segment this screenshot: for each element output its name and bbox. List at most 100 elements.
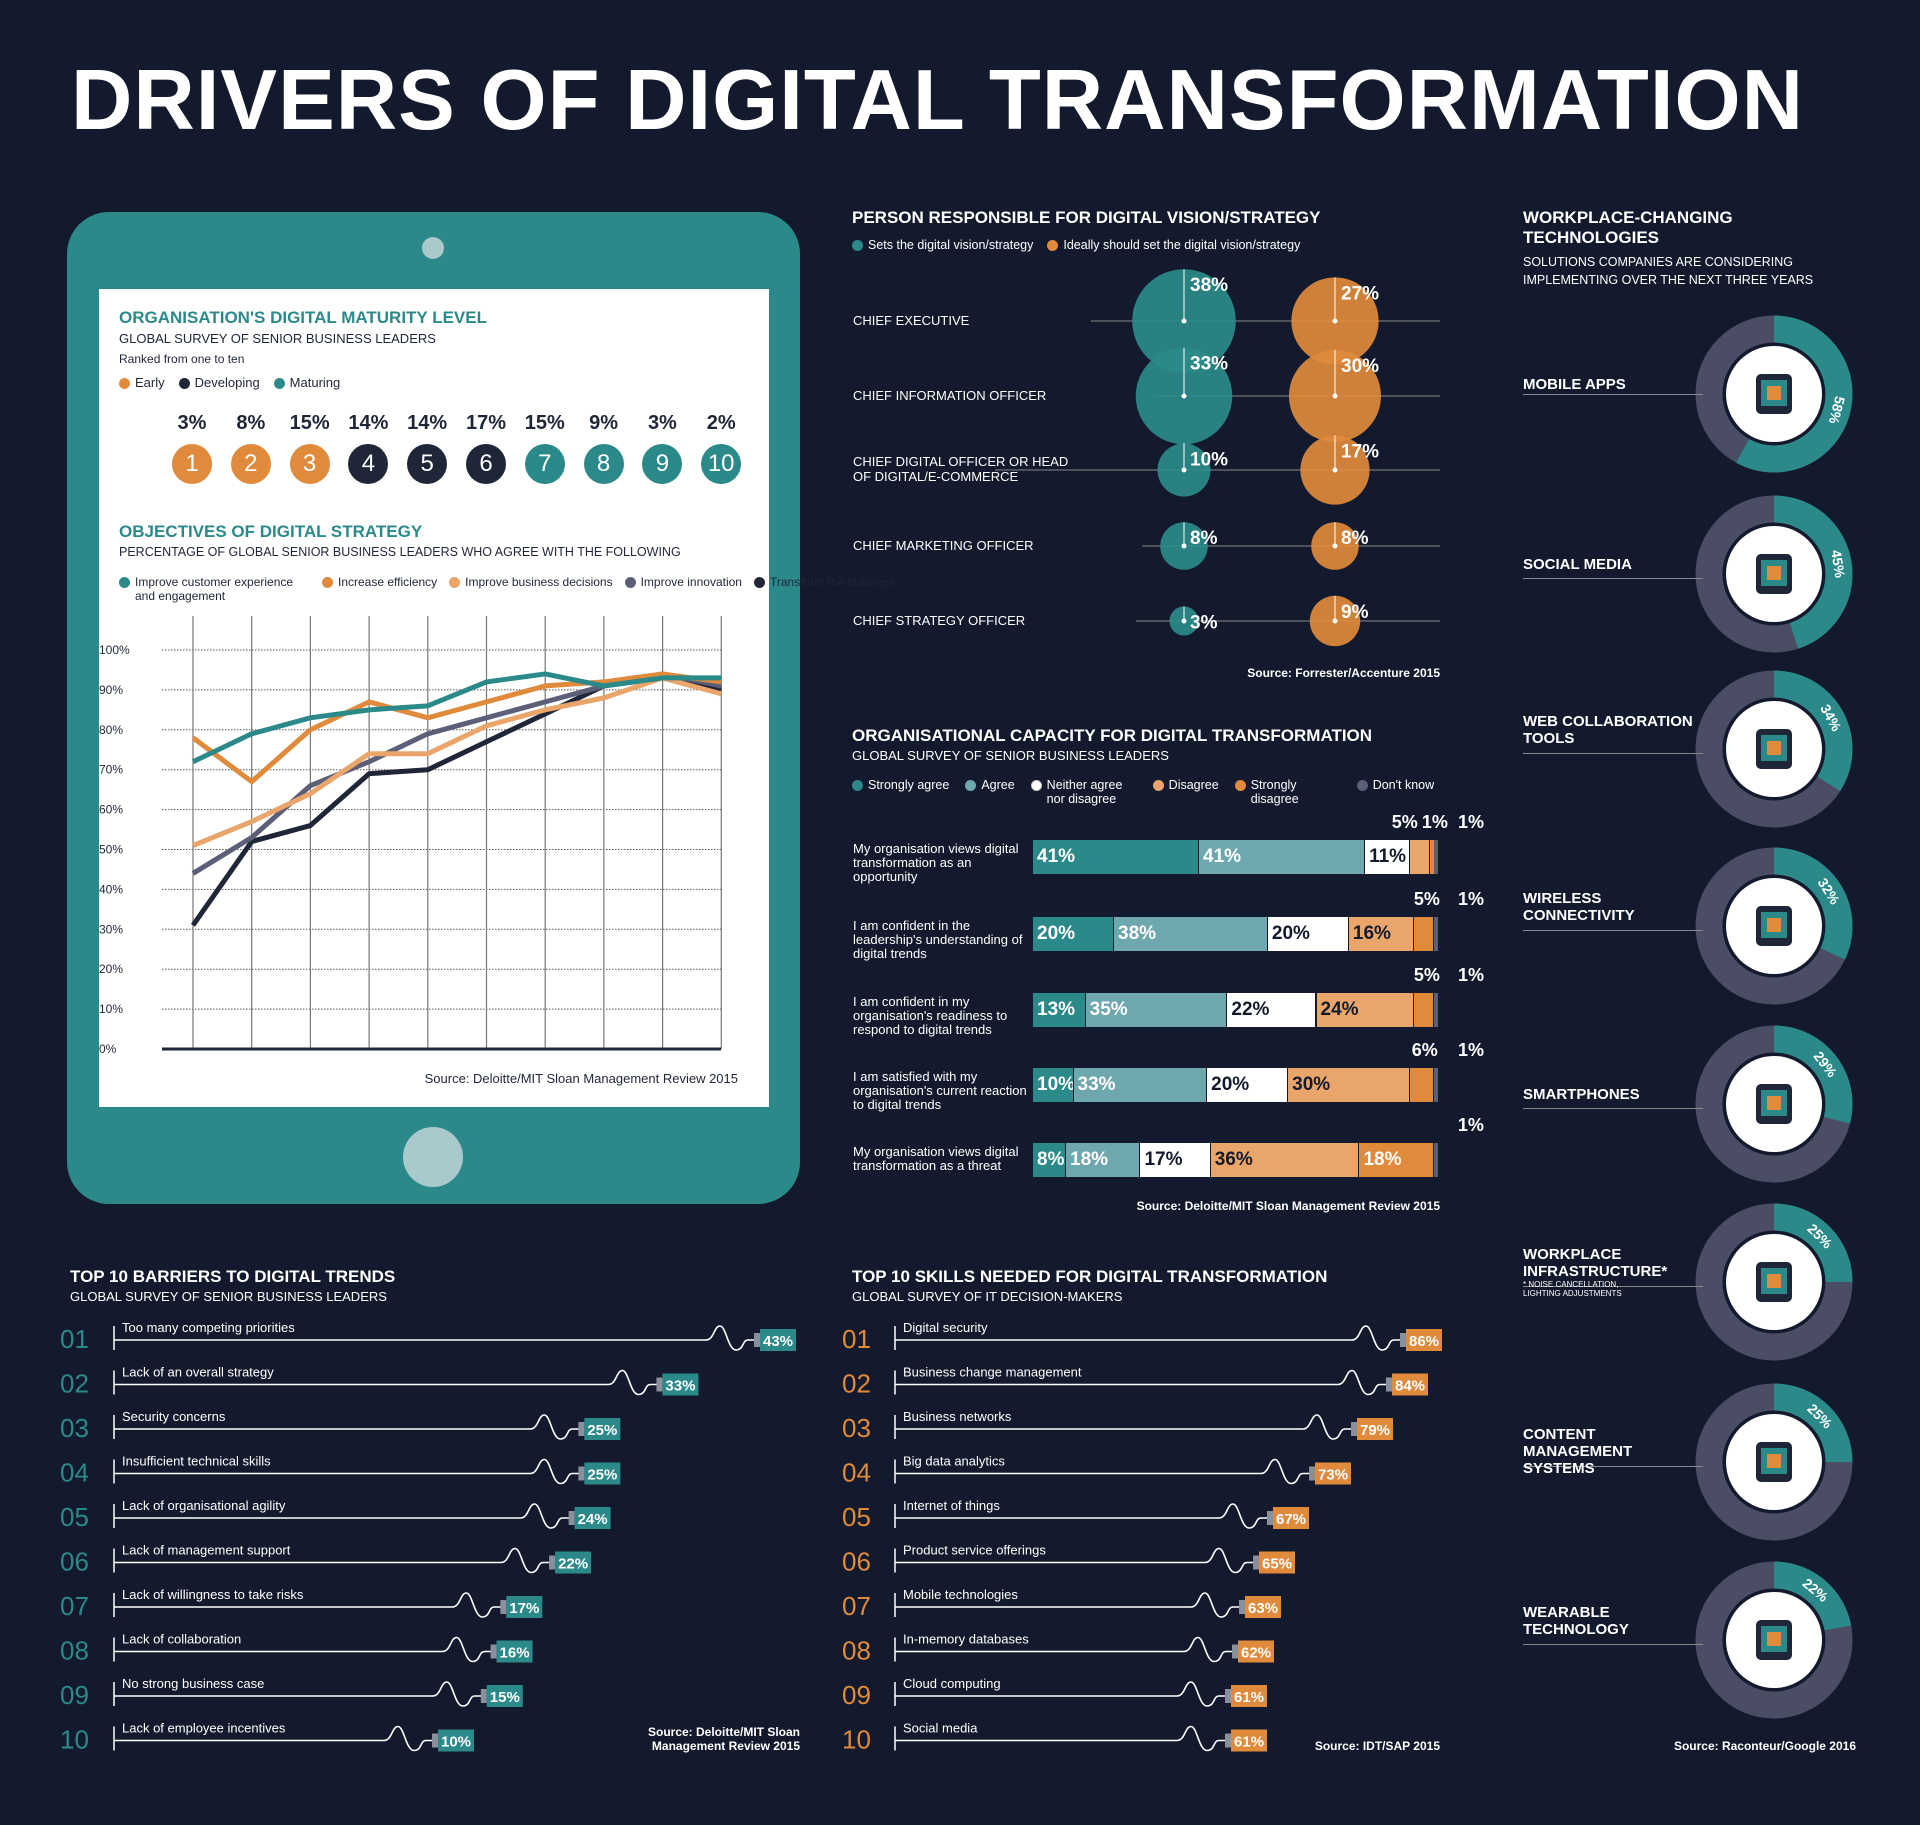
y-tick-label: 100% [99, 643, 130, 657]
value-label: 25% [587, 1467, 617, 1484]
plug-icon [490, 1644, 497, 1659]
value-badge [1406, 1329, 1442, 1351]
value-label: 25% [587, 1422, 617, 1439]
legend-label: Strongly disagree [1250, 778, 1299, 806]
rank-number: 03 [842, 1413, 871, 1443]
series-line-increase-efficiency [191, 671, 722, 785]
rank-number: 06 [842, 1547, 871, 1577]
ranked-row: 04 Big data analytics 73% [842, 1454, 1351, 1488]
legend-label: Improve business decisions [465, 575, 613, 589]
plug-icon [656, 1377, 663, 1392]
donut-chart: 29% [1695, 1025, 1853, 1183]
capacity-segment-disagree: 36% [1210, 1143, 1360, 1177]
row-label: Lack of collaboration [122, 1632, 241, 1647]
rank-number: 02 [60, 1369, 89, 1399]
objectives-title: OBJECTIVES OF DIGITAL STRATEGY [119, 522, 423, 541]
row-label: CHIEF MARKETING OFFICER [853, 538, 1034, 553]
capacity-legend-item: Strongly agree [852, 778, 949, 792]
value-label: 67% [1276, 1511, 1306, 1528]
capacity-small-label: 1% [1457, 812, 1484, 832]
capacity-small-label: 6% [1411, 1040, 1438, 1060]
row-label: Big data analytics [903, 1454, 1005, 1469]
donut-label: SMARTPHONES [1523, 1086, 1640, 1103]
value-badge [555, 1551, 592, 1574]
legend-dot [1152, 780, 1164, 791]
maturity-percent: 8% [236, 412, 266, 434]
value-label: 62% [1241, 1645, 1271, 1662]
donut-chart: 25% [1695, 1383, 1853, 1541]
bubble-value: 8% [1190, 528, 1218, 549]
maturity-legend-item: Maturing [273, 376, 340, 390]
donut-value-arc [1695, 315, 1853, 473]
capacity-segment-strongly-agree: 13% [1033, 993, 1086, 1027]
legend-dot [322, 577, 333, 588]
barriers-source: Source: Deloitte/MIT Sloan Management Re… [647, 1725, 800, 1753]
row-line [114, 1414, 581, 1440]
donut-connector [1523, 1108, 1703, 1109]
value-badge [1315, 1462, 1351, 1485]
flowchart-icon [1756, 1442, 1792, 1482]
capacity-segment-agree: 35% [1085, 993, 1228, 1027]
maturity-percent: 15% [289, 412, 330, 434]
capacity-legend: Strongly agree Agree Neither agree nor dis… [852, 778, 1434, 806]
maturity-legend: Early Developing Maturing [119, 376, 340, 390]
capacity-legend-item: Neither agree nor disagree [1030, 778, 1137, 806]
row-label: CHIEF INFORMATION OFFICER [853, 388, 1047, 403]
workplace-title: WORKPLACE-CHANGING TECHNOLOGIES [1523, 208, 1733, 247]
bubble-dot [1332, 467, 1338, 473]
value-badge [584, 1462, 621, 1485]
plug-icon [1253, 1555, 1259, 1570]
page-title: DRIVERS OF DIGITAL TRANSFORMATION [71, 53, 1804, 148]
rank-number: 05 [842, 1502, 871, 1532]
donut-label: CONTENT MANAGEMENT SYSTEMS [1523, 1426, 1633, 1477]
donut-chart: 32% [1695, 847, 1853, 1005]
barriers-title: TOP 10 BARRIERS TO DIGITAL TRENDS [70, 1267, 396, 1286]
donut-label: SOCIAL MEDIA [1523, 556, 1632, 573]
legend-label: Developing [194, 375, 260, 390]
capacity-segment-disagree: 24% [1316, 993, 1414, 1027]
ranked-row: 05 Internet of things 67% [842, 1498, 1309, 1532]
value-badge [760, 1329, 796, 1351]
legend-dot-teal [852, 240, 863, 251]
capacity-segment-agree: 38% [1114, 917, 1268, 951]
plug-icon [1225, 1689, 1231, 1703]
y-tick-label: 0% [99, 1042, 117, 1056]
bubble-dot [1181, 467, 1187, 473]
capacity-small-label: 5% [1391, 812, 1418, 832]
row-label: Mobile technologies [903, 1587, 1018, 1602]
donut-label: MOBILE APPS [1523, 376, 1626, 393]
value-badge [1259, 1551, 1295, 1574]
donut-value-arc [1695, 1025, 1853, 1183]
capacity-small-label: 5% [1413, 965, 1440, 985]
donut-value-label: 45% [1828, 549, 1848, 580]
plug-icon [578, 1466, 585, 1481]
maturity-title: ORGANISATION'S DIGITAL MATURITY LEVEL [119, 308, 487, 327]
capacity-segment-don-t-know [1433, 1143, 1439, 1177]
rank-number: 09 [842, 1680, 871, 1710]
donut-label: WIRELESS CONNECTIVITY [1523, 890, 1635, 924]
plug-icon [568, 1511, 575, 1525]
row-label: Security concerns [122, 1409, 226, 1424]
desk-icon [1756, 1262, 1792, 1302]
ranked-row: 01 Too many competing priorities 43% [60, 1320, 796, 1354]
value-label: 10% [441, 1734, 471, 1751]
bubble-dot [1332, 318, 1338, 324]
value-label: 61% [1234, 1734, 1264, 1751]
ranked-row: 10 Social media 61% [842, 1721, 1267, 1755]
donut-connector [1523, 1466, 1703, 1467]
value-badge [1238, 1640, 1274, 1663]
legend-label: Ideally should set the digital vision/st… [1063, 238, 1301, 252]
capacity-segment-neither-agree-nor-disagree: 17% [1140, 1143, 1211, 1177]
value-label: 73% [1318, 1467, 1348, 1484]
legend-dot [965, 780, 977, 791]
ranked-row: 08 Lack of collaboration 16% [60, 1632, 533, 1666]
y-tick-label: 60% [99, 803, 123, 817]
rank-number: 08 [842, 1636, 871, 1666]
ranked-row: 03 Business networks 79% [842, 1409, 1393, 1443]
row-line [114, 1369, 659, 1396]
legend-label: Transform the business [769, 575, 895, 589]
row-label: In-memory databases [903, 1632, 1029, 1647]
value-label: 17% [509, 1600, 539, 1617]
legend-dot [1234, 780, 1246, 791]
capacity-source: Source: Deloitte/MIT Sloan Management Re… [1136, 1199, 1440, 1213]
